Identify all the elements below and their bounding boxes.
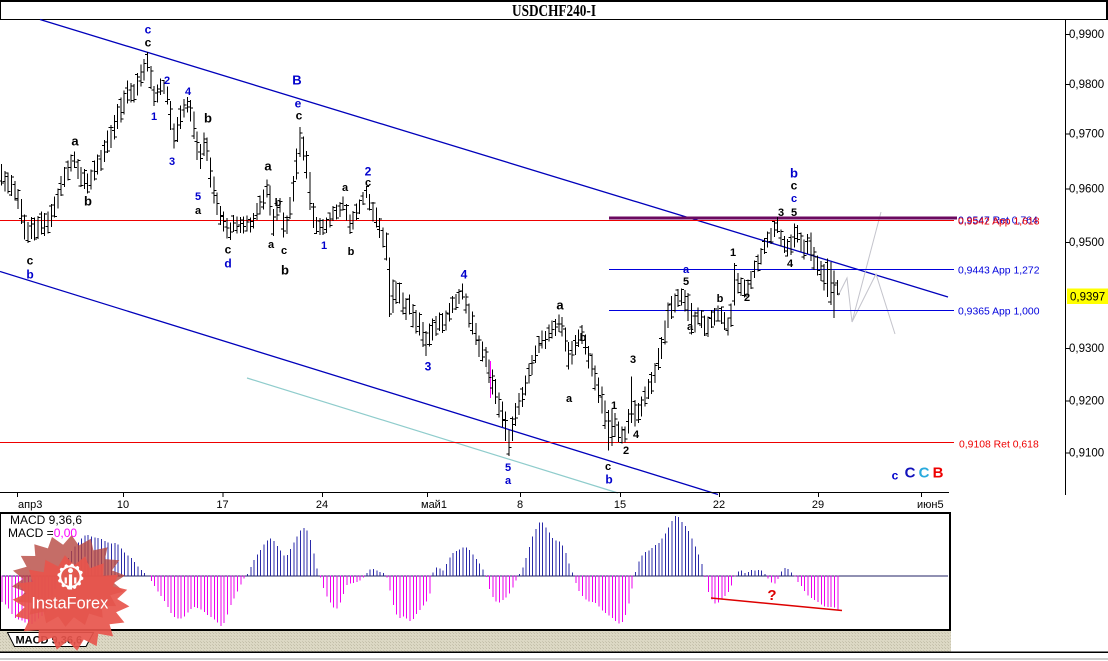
svg-text:0,9300: 0,9300 (1069, 343, 1104, 355)
svg-text:C: C (919, 464, 930, 481)
svg-text:c: c (281, 245, 287, 257)
svg-text:5: 5 (505, 462, 511, 474)
svg-text:10: 10 (117, 499, 129, 511)
svg-text:8: 8 (517, 499, 523, 511)
svg-text:a: a (505, 475, 512, 487)
svg-text:5: 5 (195, 191, 201, 203)
svg-text:0,9443 App 1,272: 0,9443 App 1,272 (958, 266, 1040, 277)
svg-text:5: 5 (683, 276, 689, 288)
svg-text:b: b (790, 166, 798, 181)
svg-text:a: a (687, 321, 694, 333)
svg-text:0,9800: 0,9800 (1069, 79, 1104, 91)
svg-text:a: a (566, 393, 573, 405)
svg-text:июн5: июн5 (917, 499, 944, 511)
svg-text:0,9365 App 1,000: 0,9365 App 1,000 (958, 307, 1040, 318)
svg-text:b: b (281, 263, 289, 278)
svg-text:a: a (195, 205, 202, 217)
svg-text:3: 3 (778, 207, 784, 219)
svg-text:1: 1 (151, 111, 157, 123)
svg-text:c: c (791, 193, 797, 205)
svg-text:1: 1 (611, 400, 617, 412)
svg-text:май1: май1 (421, 499, 447, 511)
svg-text:a: a (268, 239, 275, 251)
svg-text:2: 2 (744, 292, 750, 304)
svg-text:1: 1 (321, 240, 327, 252)
svg-text:MACD 9,36,6: MACD 9,36,6 (10, 513, 82, 527)
svg-text:c: c (365, 177, 371, 189)
svg-text:b: b (717, 293, 724, 305)
svg-text:2: 2 (365, 164, 372, 178)
svg-text:c: c (892, 468, 899, 482)
svg-text:C: C (905, 464, 916, 481)
svg-text:a: a (683, 264, 690, 276)
svg-text:b: b (84, 194, 92, 209)
svg-text:2: 2 (623, 445, 629, 457)
svg-text:b: b (26, 267, 33, 281)
svg-text:B: B (292, 73, 301, 88)
svg-text:0,9547 Ret 0,764: 0,9547 Ret 0,764 (958, 215, 1038, 226)
svg-text:0,9200: 0,9200 (1069, 396, 1104, 408)
svg-text:b: b (275, 197, 282, 209)
svg-text:0,9397: 0,9397 (1070, 292, 1105, 304)
svg-text:?: ? (767, 587, 776, 604)
svg-text:b: b (348, 246, 355, 258)
svg-text:MACD =0,00: MACD =0,00 (8, 526, 77, 540)
svg-text:3: 3 (169, 156, 175, 168)
svg-text:0,9900: 0,9900 (1069, 29, 1104, 41)
svg-text:4: 4 (185, 86, 192, 98)
svg-text:a: a (556, 298, 564, 313)
svg-text:c: c (145, 35, 152, 49)
svg-text:4: 4 (633, 429, 640, 441)
svg-text:1: 1 (730, 247, 736, 259)
svg-text:c: c (225, 242, 232, 256)
svg-text:0,9108 Ret 0,618: 0,9108 Ret 0,618 (959, 440, 1039, 451)
svg-text:a: a (342, 182, 349, 194)
svg-text:0,9542 App 1,618: 0,9542 App 1,618 (958, 216, 1040, 227)
svg-text:e: e (295, 96, 302, 110)
svg-text:15: 15 (614, 499, 626, 511)
svg-text:17: 17 (216, 499, 228, 511)
svg-text:c: c (296, 108, 303, 122)
svg-text:b: b (605, 472, 612, 486)
svg-text:USDCHF240-I: USDCHF240-I (512, 1, 596, 20)
svg-text:4: 4 (787, 258, 794, 270)
svg-text:b: b (204, 111, 212, 126)
svg-text:c: c (27, 253, 34, 267)
svg-text:3: 3 (630, 354, 636, 366)
svg-text:24: 24 (316, 499, 328, 511)
svg-text:4: 4 (461, 267, 468, 281)
svg-text:0,9600: 0,9600 (1069, 184, 1104, 196)
svg-text:c: c (605, 461, 611, 473)
svg-text:2: 2 (164, 75, 170, 87)
svg-text:0,9100: 0,9100 (1069, 448, 1104, 460)
svg-text:3: 3 (425, 359, 432, 373)
svg-text:InstaForex: InstaForex (31, 595, 108, 613)
svg-text:d: d (224, 256, 231, 270)
svg-text:22: 22 (713, 499, 725, 511)
svg-text:a: a (264, 159, 272, 174)
svg-text:c: c (145, 22, 152, 36)
svg-text:b: b (580, 332, 587, 344)
svg-text:29: 29 (812, 499, 824, 511)
svg-text:c: c (791, 178, 798, 192)
svg-text:a: a (71, 134, 79, 149)
svg-text:B: B (933, 464, 944, 481)
svg-text:апр3: апр3 (18, 499, 42, 511)
svg-text:0,9700: 0,9700 (1069, 129, 1104, 141)
svg-text:0,9500: 0,9500 (1069, 237, 1104, 249)
svg-text:5: 5 (791, 207, 797, 219)
